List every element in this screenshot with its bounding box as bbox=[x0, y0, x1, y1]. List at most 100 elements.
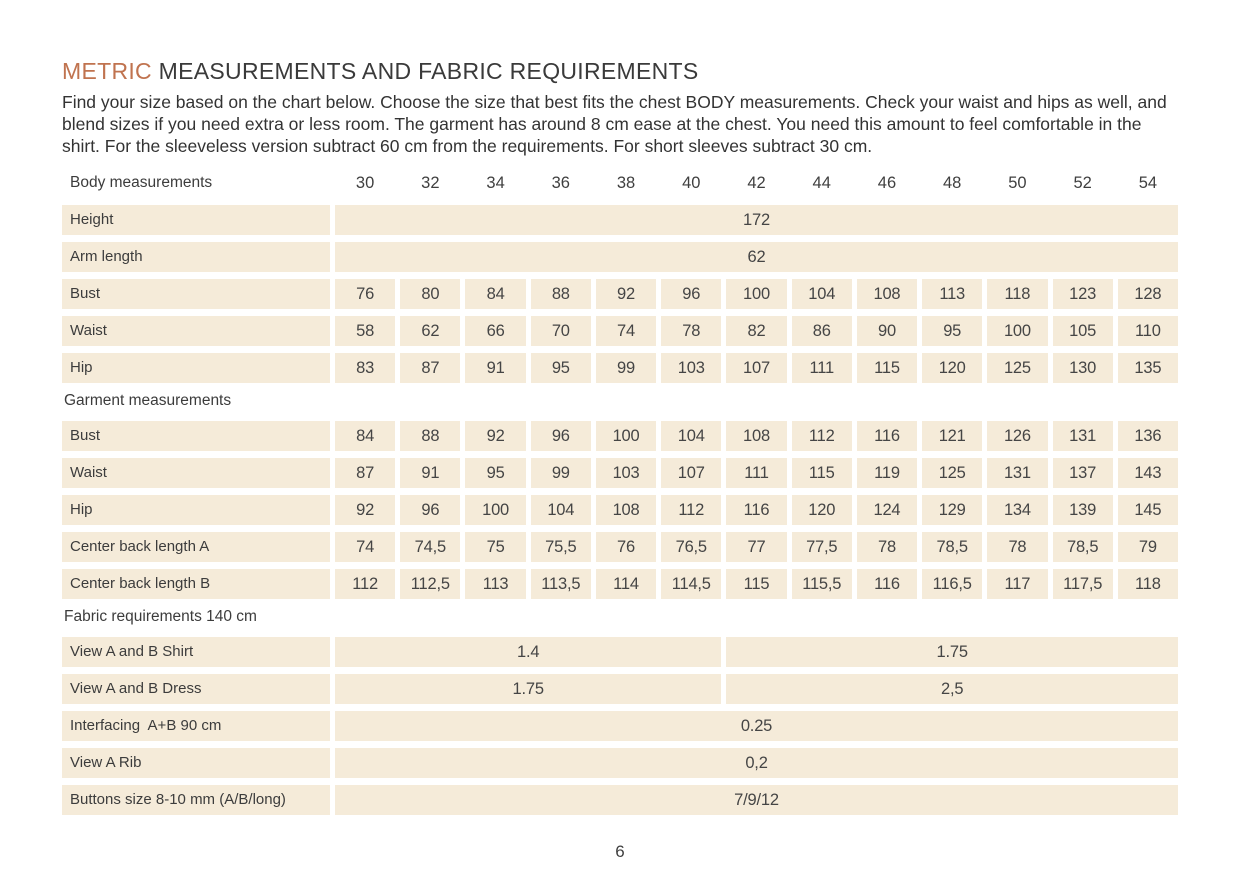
title-accent: METRIC bbox=[62, 58, 152, 84]
value-cell: 87 bbox=[400, 353, 461, 383]
value-cell: 74 bbox=[595, 316, 657, 346]
row-label: Waist bbox=[62, 316, 330, 346]
value-cell: 78,5 bbox=[922, 532, 983, 562]
value-cell: 82 bbox=[726, 316, 787, 346]
value-cell: 84 bbox=[335, 421, 396, 451]
value-cell: 117,5 bbox=[1052, 569, 1113, 599]
merged-value-cell: 1.75 bbox=[335, 674, 722, 704]
table-header-row: Body measurements 30 32 34 36 38 40 42 44 46 48 50… bbox=[62, 170, 1178, 196]
value-cell: 92 bbox=[595, 279, 657, 309]
table-row: Bust 76 80 84 88 92 96 100 104 108 113 118 123 128 bbox=[62, 279, 1178, 309]
value-cell: 115 bbox=[791, 458, 852, 488]
size-header-cell: 30 bbox=[355, 174, 375, 192]
value-cell: 131 bbox=[1052, 421, 1113, 451]
row-label: View A and B Shirt bbox=[62, 637, 330, 667]
value-cell: 107 bbox=[661, 458, 722, 488]
merged-value-cell: 0.25 bbox=[335, 711, 1178, 741]
table-row: View A and B Dress 1.75 2,5 bbox=[62, 674, 1178, 704]
value-cell: 77,5 bbox=[791, 532, 852, 562]
value-cell: 78 bbox=[856, 532, 918, 562]
merged-value-cell: 0,2 bbox=[335, 748, 1178, 778]
value-cell: 134 bbox=[987, 495, 1048, 525]
value-cell: 116,5 bbox=[922, 569, 983, 599]
value-cell: 96 bbox=[400, 495, 461, 525]
value-cell: 105 bbox=[1052, 316, 1113, 346]
size-header-cell: 44 bbox=[812, 174, 831, 192]
value-cell: 103 bbox=[595, 458, 657, 488]
value-cell: 108 bbox=[595, 495, 657, 525]
value-cell: 125 bbox=[987, 353, 1048, 383]
value-cell: 120 bbox=[922, 353, 983, 383]
value-cell: 95 bbox=[465, 458, 526, 488]
size-header-cell: 54 bbox=[1138, 174, 1158, 192]
value-cell: 115,5 bbox=[791, 569, 852, 599]
value-cell: 90 bbox=[856, 316, 918, 346]
value-cell: 78 bbox=[661, 316, 722, 346]
value-cell: 99 bbox=[530, 458, 591, 488]
value-cell: 88 bbox=[400, 421, 461, 451]
size-header-cell: 42 bbox=[747, 174, 766, 192]
value-cell: 58 bbox=[335, 316, 396, 346]
value-cell: 129 bbox=[922, 495, 983, 525]
value-cell: 112 bbox=[791, 421, 852, 451]
row-label: Interfacing A+B 90 cm bbox=[62, 711, 330, 741]
size-header-cell: 46 bbox=[877, 174, 897, 192]
value-cell: 123 bbox=[1052, 279, 1113, 309]
page-title: METRIC MEASUREMENTS AND FABRIC REQUIREME… bbox=[62, 58, 1178, 85]
section-label: Garment measurements bbox=[64, 392, 232, 409]
merged-value-cell: 62 bbox=[335, 242, 1178, 272]
value-cell: 104 bbox=[791, 279, 852, 309]
value-cell: 92 bbox=[335, 495, 396, 525]
value-cell: 95 bbox=[530, 353, 591, 383]
value-cell: 136 bbox=[1117, 421, 1178, 451]
table-row: Height 172 bbox=[62, 205, 1178, 235]
value-cell: 116 bbox=[726, 495, 787, 525]
value-cell: 84 bbox=[465, 279, 526, 309]
table-row: Center back length B 112 112,5 113 113,5 114 1… bbox=[62, 569, 1178, 599]
value-cell: 112 bbox=[661, 495, 722, 525]
value-cell: 86 bbox=[791, 316, 852, 346]
value-cell: 77 bbox=[726, 532, 787, 562]
section-label: Fabric requirements 140 cm bbox=[64, 608, 257, 625]
value-cell: 104 bbox=[661, 421, 722, 451]
value-cell: 70 bbox=[530, 316, 591, 346]
value-cell: 83 bbox=[335, 353, 396, 383]
value-cell: 75,5 bbox=[530, 532, 591, 562]
header-label: Body measurements bbox=[70, 174, 213, 191]
value-cell: 119 bbox=[856, 458, 918, 488]
table-row: Interfacing A+B 90 cm 0.25 bbox=[62, 711, 1178, 741]
value-cell: 108 bbox=[856, 279, 918, 309]
value-cell: 74,5 bbox=[400, 532, 461, 562]
value-cell: 92 bbox=[465, 421, 526, 451]
value-cell: 62 bbox=[400, 316, 461, 346]
intro-paragraph: Find your size based on the chart below.… bbox=[62, 92, 1167, 156]
row-label: View A and B Dress bbox=[62, 674, 330, 704]
value-cell: 135 bbox=[1117, 353, 1178, 383]
row-label: Bust bbox=[62, 279, 330, 309]
value-cell: 130 bbox=[1052, 353, 1113, 383]
value-cell: 114 bbox=[595, 569, 657, 599]
value-cell: 143 bbox=[1117, 458, 1178, 488]
table-row: Waist 58 62 66 70 74 78 82 86 90 95 100 105 110 bbox=[62, 316, 1178, 346]
table-row: Waist 87 91 95 99 103 107 111 115 119 125 131 137 143 bbox=[62, 458, 1178, 488]
size-header-cell: 48 bbox=[943, 174, 962, 192]
value-cell: 78,5 bbox=[1052, 532, 1113, 562]
value-cell: 116 bbox=[856, 421, 918, 451]
page-number: 6 bbox=[615, 842, 625, 861]
size-header-cell: 34 bbox=[486, 174, 505, 192]
value-cell: 126 bbox=[987, 421, 1048, 451]
value-cell: 115 bbox=[726, 569, 787, 599]
value-cell: 91 bbox=[400, 458, 461, 488]
value-cell: 110 bbox=[1117, 316, 1178, 346]
row-label: Arm length bbox=[62, 242, 330, 272]
table-row: Hip 92 96 100 104 108 112 116 120 124 129 134 139 145 bbox=[62, 495, 1178, 525]
merged-value-cell: 2,5 bbox=[726, 674, 1178, 704]
row-label: View A Rib bbox=[62, 748, 330, 778]
value-cell: 113 bbox=[465, 569, 526, 599]
row-label: Hip bbox=[62, 353, 330, 383]
value-cell: 108 bbox=[726, 421, 787, 451]
value-cell: 78 bbox=[987, 532, 1048, 562]
value-cell: 76 bbox=[335, 279, 396, 309]
row-label: Height bbox=[62, 205, 330, 235]
